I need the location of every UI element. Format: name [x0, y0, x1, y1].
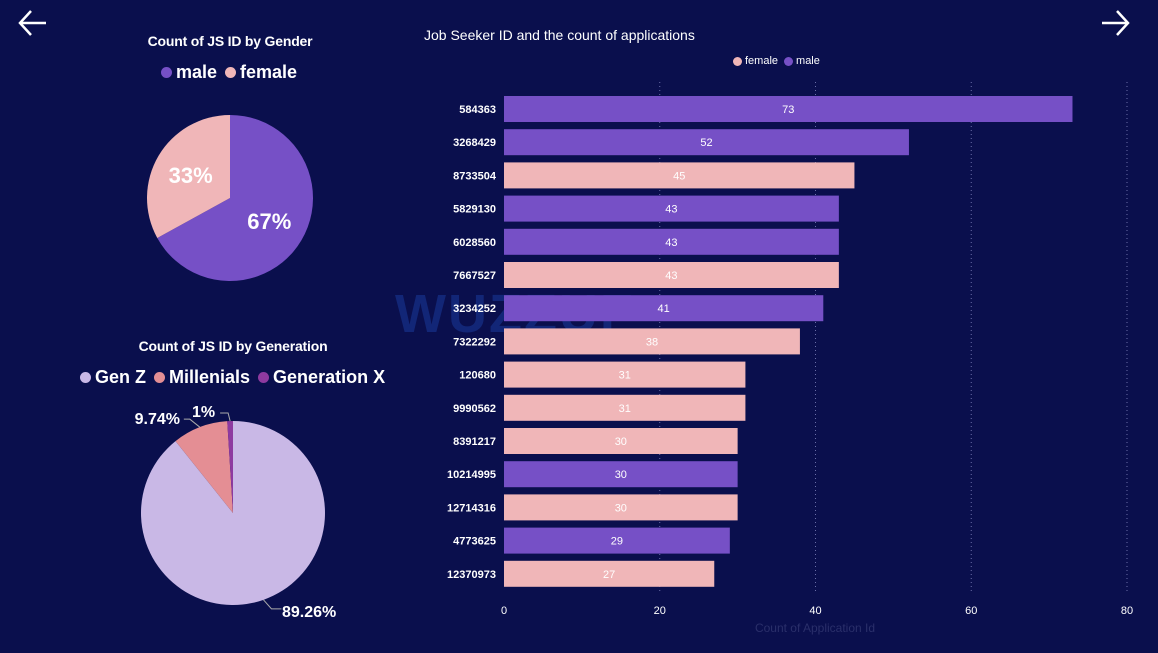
y-category-label: 4773625	[453, 536, 496, 548]
next-arrow-button[interactable]	[1098, 6, 1132, 40]
applications-chart-title: Job Seeker ID and the count of applicati…	[424, 27, 695, 43]
bar-data-label: 31	[619, 370, 631, 382]
x-tick-label: 20	[654, 605, 666, 617]
y-category-label: 9990562	[453, 403, 496, 415]
pie-label-gen-z: 89.26%	[282, 604, 336, 621]
x-tick-label: 40	[809, 605, 821, 617]
bar-data-label: 29	[611, 536, 623, 548]
bar-120680[interactable]	[504, 361, 746, 388]
pie-slice-millenials[interactable]	[175, 421, 233, 513]
gender-chart-legend: male female	[161, 62, 305, 83]
bar-data-label: 43	[665, 204, 677, 216]
y-category-label: 584363	[459, 104, 496, 116]
bar-584363[interactable]	[504, 96, 1073, 122]
legend-item-male[interactable]: male	[784, 55, 820, 67]
y-category-label: 7667527	[453, 270, 496, 282]
bar-4773625[interactable]	[504, 527, 730, 554]
bar-data-label: 38	[646, 336, 658, 348]
bar-7322292[interactable]	[504, 328, 800, 355]
x-tick-label: 80	[1121, 605, 1133, 617]
generation-chart-legend: Gen Z Millenials Generation X	[80, 367, 393, 388]
bar-10214995[interactable]	[504, 461, 738, 488]
legend-item-male[interactable]: male	[161, 62, 217, 83]
y-category-label: 3268429	[453, 137, 496, 149]
bar-data-label: 45	[673, 170, 685, 182]
applications-bar-chart: 0 20 40 60 80 584363 73 3268429 52 8733504 45 58291…	[447, 82, 1133, 635]
y-category-label: 5829130	[453, 204, 496, 216]
bar-8391217[interactable]	[504, 428, 738, 454]
bar-data-label: 73	[782, 104, 794, 116]
y-category-label: 12370973	[447, 569, 496, 581]
pie-slice-generation-x[interactable]	[227, 421, 233, 513]
bar-9990562[interactable]	[504, 394, 746, 421]
legend-item-gen-z[interactable]: Gen Z	[80, 367, 146, 388]
y-category-label: 8733504	[453, 170, 497, 182]
x-tick-label: 60	[965, 605, 977, 617]
right-arrow-icon	[1102, 10, 1130, 36]
back-arrow-button[interactable]	[16, 6, 50, 40]
pie-label-millenials: 9.74%	[135, 411, 180, 428]
gender-pie-chart: 67% 33%	[147, 115, 313, 281]
legend-item-female[interactable]: female	[733, 55, 778, 67]
y-category-label: 7322292	[453, 336, 496, 348]
bar-3234252[interactable]	[504, 295, 824, 322]
y-category-label: 8391217	[453, 436, 496, 448]
pie-leader-line	[220, 412, 231, 422]
pie-leader-line	[183, 418, 201, 428]
bar-data-label: 30	[615, 502, 627, 514]
pie-slice-female[interactable]	[147, 115, 230, 238]
bar-12370973[interactable]	[504, 560, 715, 587]
bar-8733504[interactable]	[504, 162, 855, 189]
bar-5829130[interactable]	[504, 195, 839, 222]
legend-item-generation-x[interactable]: Generation X	[258, 367, 385, 388]
y-category-label: 3234252	[453, 303, 496, 315]
bar-data-label: 41	[658, 303, 670, 315]
generation-pie-chart: 89.26% 9.74% 1%	[135, 404, 337, 621]
pie-slice-male[interactable]	[157, 115, 313, 281]
y-category-label: 6028560	[453, 237, 496, 249]
bar-data-label: 31	[619, 403, 631, 415]
y-category-label: 120680	[459, 370, 496, 382]
bar-data-label: 43	[665, 237, 677, 249]
bar-data-label: 30	[615, 436, 627, 448]
bar-data-label: 52	[700, 137, 712, 149]
applications-chart-legend: female male	[733, 55, 826, 67]
pie-label-male: 67%	[247, 209, 291, 234]
legend-item-millenials[interactable]: Millenials	[154, 367, 250, 388]
y-category-label: 12714316	[447, 502, 496, 514]
bar-data-label: 43	[665, 270, 677, 282]
y-category-label: 10214995	[447, 469, 496, 481]
bar-data-label: 30	[615, 469, 627, 481]
bar-7667527[interactable]	[504, 262, 839, 288]
gender-chart-title: Count of JS ID by Gender	[147, 33, 313, 49]
pie-label-generation-x: 1%	[192, 404, 215, 421]
pie-leader-line	[263, 599, 282, 610]
legend-item-female[interactable]: female	[225, 62, 297, 83]
x-tick-label: 0	[501, 605, 507, 617]
bar-6028560[interactable]	[504, 228, 839, 255]
bar-12714316[interactable]	[504, 494, 738, 521]
bar-3268429[interactable]	[504, 129, 909, 156]
generation-chart-title: Count of JS ID by Generation	[138, 338, 328, 354]
x-axis-label: Count of Application Id	[755, 621, 875, 635]
left-arrow-icon	[18, 10, 46, 36]
bar-data-label: 27	[603, 569, 615, 581]
pie-label-female: 33%	[169, 163, 213, 188]
